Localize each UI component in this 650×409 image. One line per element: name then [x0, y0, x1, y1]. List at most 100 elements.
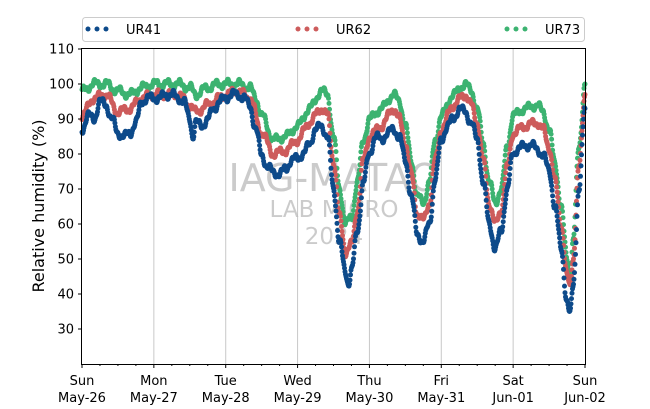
data-point-UR73 [364, 125, 370, 131]
data-point-UR41 [327, 149, 333, 155]
data-point-UR41 [503, 197, 509, 202]
data-point-UR41 [477, 157, 483, 163]
data-point-UR41 [356, 217, 362, 223]
data-point-UR62 [571, 256, 576, 262]
y-axis-ticks: 30 40 50 60 70 80 90 100 110 [49, 43, 82, 338]
data-point-UR41 [562, 283, 567, 289]
data-point-UR41 [112, 120, 118, 126]
data-point-UR41 [561, 266, 566, 272]
data-point-UR41 [328, 165, 334, 171]
data-point-UR41 [577, 187, 582, 192]
data-point-UR41 [335, 228, 340, 233]
data-point-UR41 [502, 201, 508, 207]
data-point-UR41 [347, 277, 353, 283]
y-tick-label: 50 [57, 253, 74, 268]
data-point-UR62 [327, 130, 333, 136]
y-axis-label: Relative humidity (%) [29, 119, 48, 292]
data-point-UR41 [554, 208, 560, 214]
data-point-UR41 [549, 187, 555, 193]
data-point-UR41 [573, 251, 578, 257]
data-point-UR41 [578, 163, 584, 169]
data-point-UR41 [191, 134, 197, 140]
data-point-UR41 [499, 228, 505, 234]
data-point-UR73 [424, 187, 430, 193]
data-point-UR41 [580, 124, 586, 130]
x-tick-label-date: May-27 [130, 391, 178, 406]
legend-marker [522, 26, 528, 32]
data-point-UR41 [556, 226, 562, 232]
data-point-UR41 [405, 173, 411, 179]
x-tick-label-day: Sat [502, 374, 523, 389]
data-point-UR41 [503, 192, 509, 198]
x-tick-label-day: Fri [434, 374, 450, 389]
data-point-UR41 [553, 204, 559, 210]
legend-entry-UR62: UR62 [295, 23, 371, 38]
data-point-UR41 [359, 188, 365, 194]
data-point-UR73 [326, 100, 332, 106]
data-point-UR41 [561, 275, 567, 281]
data-point-UR41 [436, 150, 442, 156]
y-tick-label: 30 [57, 323, 74, 338]
data-point-UR73 [353, 187, 359, 193]
data-point-UR62 [482, 166, 488, 172]
data-point-UR73 [549, 136, 555, 142]
data-point-UR41 [501, 214, 507, 219]
data-point-UR41 [475, 140, 481, 146]
y-tick-label: 40 [57, 288, 74, 303]
data-point-UR73 [352, 198, 357, 204]
data-point-UR41 [434, 166, 440, 172]
data-point-UR41 [569, 296, 574, 302]
x-tick-label-date: May-29 [274, 391, 322, 406]
data-point-UR62 [542, 126, 548, 132]
data-point-UR62 [333, 177, 339, 183]
data-point-UR62 [554, 184, 560, 190]
legend-marker [313, 26, 319, 32]
data-point-UR41 [422, 234, 428, 240]
data-point-UR41 [502, 205, 508, 211]
legend-label: UR62 [336, 23, 371, 38]
data-point-UR62 [572, 245, 577, 251]
data-point-UR41 [483, 197, 489, 203]
legend-marker [513, 26, 519, 32]
data-point-UR62 [338, 213, 343, 219]
data-point-UR41 [433, 171, 439, 177]
legend-marker [295, 26, 301, 32]
data-point-UR41 [358, 195, 364, 201]
data-point-UR73 [489, 186, 495, 192]
data-point-UR41 [329, 172, 334, 178]
data-point-UR41 [571, 281, 576, 287]
data-point-UR41 [550, 199, 556, 204]
x-tick-label-day: Thu [356, 374, 381, 389]
data-point-UR41 [136, 107, 142, 113]
data-point-UR62 [549, 157, 555, 163]
data-point-UR62 [553, 179, 559, 185]
data-point-UR73 [334, 157, 339, 163]
data-point-UR62 [359, 161, 365, 167]
legend-marker [85, 26, 91, 32]
data-point-UR41 [568, 301, 574, 307]
y-tick-label: 110 [49, 43, 74, 58]
data-point-UR62 [410, 180, 416, 186]
data-point-UR41 [484, 209, 490, 215]
data-point-UR41 [404, 168, 410, 174]
data-point-UR41 [356, 225, 361, 231]
data-point-UR41 [430, 188, 436, 194]
data-point-UR41 [401, 151, 407, 157]
data-point-UR41 [433, 175, 439, 181]
legend-entry-UR73: UR73 [504, 23, 580, 38]
data-point-UR41 [405, 179, 411, 185]
data-point-UR73 [571, 231, 577, 237]
data-point-UR62 [471, 106, 477, 112]
data-point-UR41 [482, 185, 488, 191]
data-point-UR41 [428, 214, 434, 220]
data-point-UR41 [95, 105, 101, 111]
data-point-UR62 [411, 184, 417, 190]
data-point-UR73 [365, 121, 371, 127]
x-tick-label-date: Jun-01 [491, 391, 534, 406]
data-point-UR41 [484, 204, 490, 210]
data-point-UR41 [369, 147, 375, 153]
data-point-UR41 [249, 110, 255, 116]
data-point-UR41 [435, 158, 441, 164]
data-point-UR41 [568, 305, 573, 311]
data-point-UR41 [571, 276, 577, 282]
